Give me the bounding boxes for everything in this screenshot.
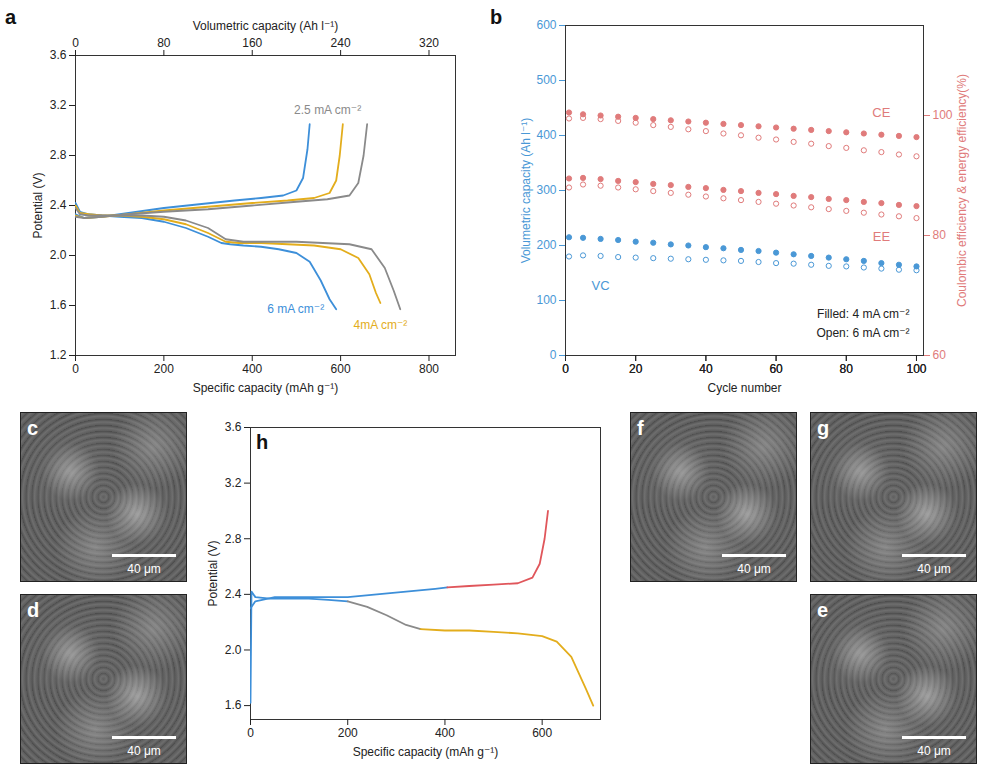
svg-text:Cycle number: Cycle number — [707, 381, 781, 395]
svg-text:2.0: 2.0 — [50, 248, 67, 262]
html-text:b: b — [490, 6, 503, 28]
svg-text:100: 100 — [906, 362, 926, 376]
svg-text:300: 300 — [536, 183, 556, 197]
svg-text:EE: EE — [873, 229, 891, 244]
svg-text:600: 600 — [532, 726, 552, 740]
svg-text:1.2: 1.2 — [50, 348, 67, 362]
html-text:d: d — [27, 599, 40, 621]
html-text:g: g — [817, 417, 830, 439]
svg-text:100: 100 — [933, 108, 953, 122]
svg-text:Specific capacity (mAh g⁻¹): Specific capacity (mAh g⁻¹) — [353, 745, 499, 759]
svg-text:3.6: 3.6 — [225, 420, 242, 434]
svg-text:3.6: 3.6 — [50, 48, 67, 62]
svg-text:6 mA cm⁻²: 6 mA cm⁻² — [267, 302, 324, 316]
html-text:40 μm: 40 μm — [917, 744, 951, 758]
svg-text:Specific capacity (mAh g⁻¹): Specific capacity (mAh g⁻¹) — [193, 381, 339, 395]
html-text:a: a — [5, 6, 17, 28]
svg-text:2.5 mA cm⁻²: 2.5 mA cm⁻² — [294, 103, 361, 117]
svg-text:800: 800 — [419, 362, 439, 376]
svg-text:2.4: 2.4 — [50, 198, 67, 212]
svg-text:160: 160 — [242, 36, 262, 50]
svg-text:4mA cm⁻²: 4mA cm⁻² — [354, 318, 408, 332]
html-text:40 μm: 40 μm — [737, 562, 771, 576]
svg-text:0: 0 — [562, 362, 569, 376]
svg-text:500: 500 — [536, 73, 556, 87]
svg-text:3.2: 3.2 — [225, 476, 242, 490]
svg-text:100: 100 — [906, 362, 926, 376]
svg-text:Filled: 4 mA cm⁻²: Filled: 4 mA cm⁻² — [817, 307, 909, 321]
html-text:40 μm: 40 μm — [917, 562, 951, 576]
svg-text:VC: VC — [592, 278, 610, 293]
svg-text:0: 0 — [562, 362, 569, 376]
svg-text:240: 240 — [331, 36, 351, 50]
html-text:40 μm: 40 μm — [127, 744, 161, 758]
svg-text:40: 40 — [699, 362, 713, 376]
svg-text:200: 200 — [154, 362, 174, 376]
svg-text:200: 200 — [536, 238, 556, 252]
svg-text:60: 60 — [769, 362, 783, 376]
svg-text:Coulombic efficiency & energy: Coulombic efficiency & energy efficiency… — [955, 74, 969, 307]
svg-text:80: 80 — [933, 228, 947, 242]
svg-text:20: 20 — [629, 362, 643, 376]
svg-text:2.4: 2.4 — [225, 587, 242, 601]
svg-text:60: 60 — [769, 362, 783, 376]
html-text:e: e — [817, 599, 829, 621]
svg-text:400: 400 — [242, 362, 262, 376]
svg-text:0: 0 — [550, 348, 557, 362]
html-text:40 μm: 40 μm — [127, 562, 161, 576]
svg-text:2.0: 2.0 — [225, 643, 242, 657]
svg-text:Potential (V): Potential (V) — [31, 172, 45, 238]
svg-text:Volumetric capacity (Ah l⁻¹): Volumetric capacity (Ah l⁻¹) — [193, 19, 339, 33]
svg-text:1.6: 1.6 — [50, 298, 67, 312]
svg-text:2.8: 2.8 — [50, 148, 67, 162]
svg-text:20: 20 — [629, 362, 643, 376]
svg-text:Volumetric capacity (Ah l⁻¹): Volumetric capacity (Ah l⁻¹) — [519, 118, 533, 264]
svg-text:0: 0 — [72, 36, 79, 50]
html-text:f: f — [637, 417, 644, 439]
svg-text:320: 320 — [419, 36, 439, 50]
svg-text:400: 400 — [435, 726, 455, 740]
svg-text:80: 80 — [840, 362, 854, 376]
svg-text:80: 80 — [840, 362, 854, 376]
svg-text:Open: 6 mA cm⁻²: Open: 6 mA cm⁻² — [816, 326, 909, 340]
svg-text:80: 80 — [157, 36, 171, 50]
svg-text:0: 0 — [72, 362, 79, 376]
svg-text:400: 400 — [536, 128, 556, 142]
svg-text:2.8: 2.8 — [225, 532, 242, 546]
html-text:c: c — [27, 417, 39, 439]
svg-text:CE: CE — [872, 105, 890, 120]
svg-text:1.6: 1.6 — [225, 698, 242, 712]
svg-text:Potential (V): Potential (V) — [206, 540, 220, 606]
svg-text:200: 200 — [338, 726, 358, 740]
svg-text:600: 600 — [536, 18, 556, 32]
svg-text:40: 40 — [699, 362, 713, 376]
svg-text:600: 600 — [331, 362, 351, 376]
html-text:h: h — [256, 431, 269, 453]
svg-text:3.2: 3.2 — [50, 98, 67, 112]
svg-text:0: 0 — [247, 726, 254, 740]
svg-text:100: 100 — [536, 293, 556, 307]
svg-text:60: 60 — [933, 348, 947, 362]
